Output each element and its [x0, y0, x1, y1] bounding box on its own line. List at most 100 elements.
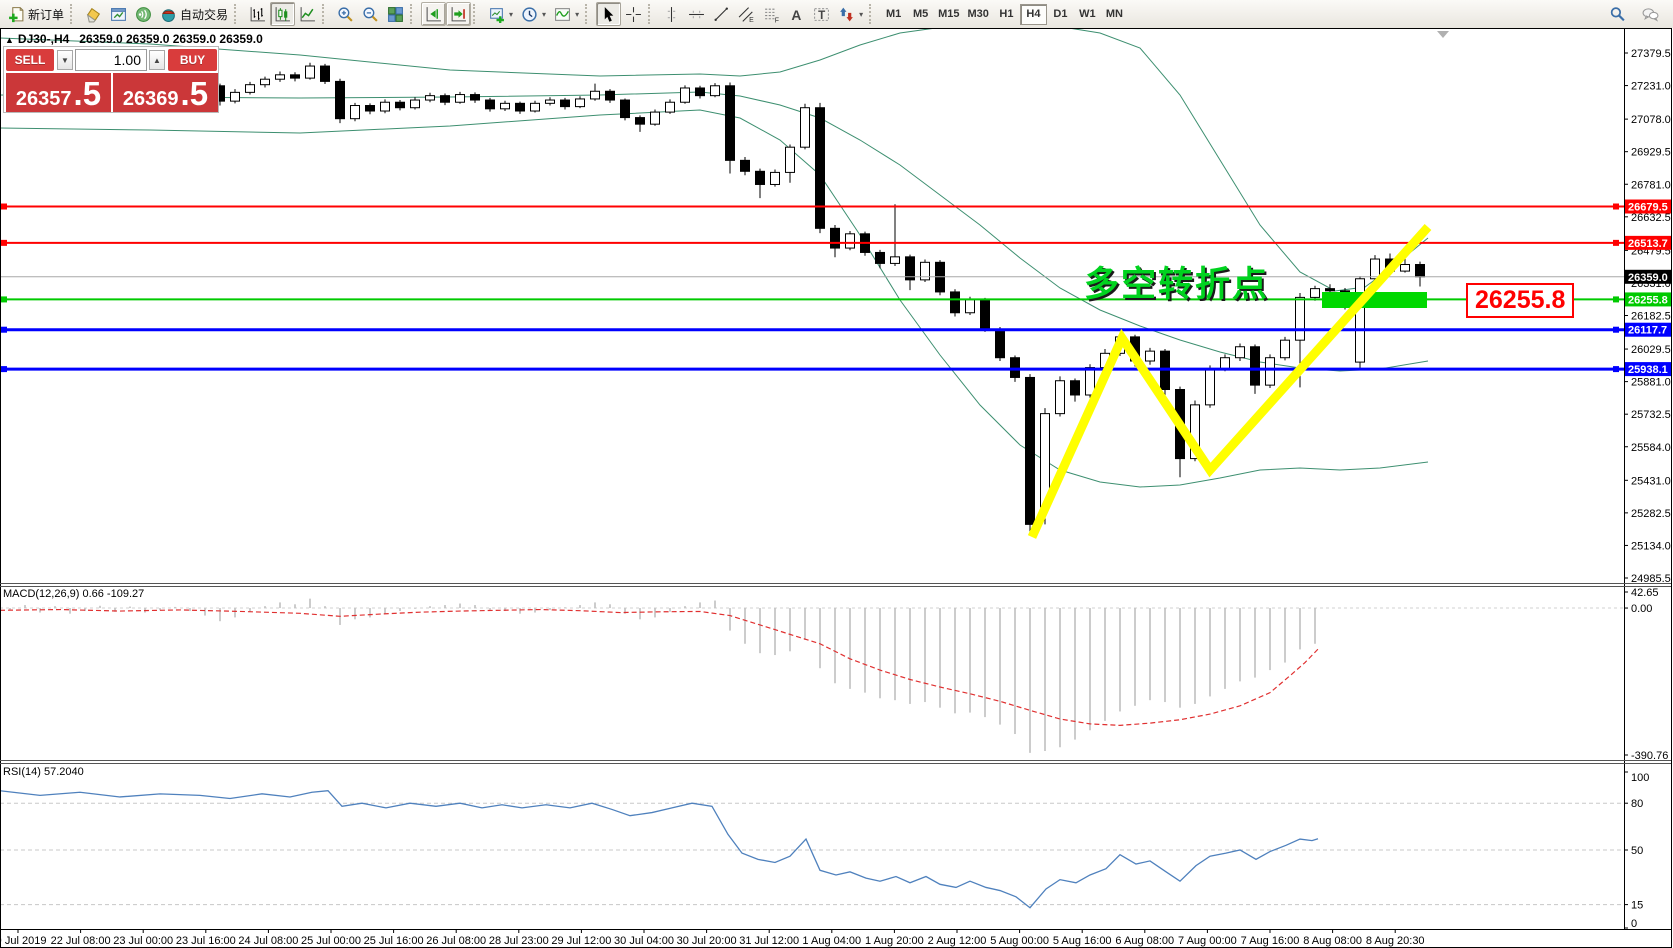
shapes-icon [838, 6, 855, 23]
candle-bullish [680, 87, 690, 103]
new-chart-button[interactable]: ▾ [484, 2, 517, 26]
candle-bearish [470, 94, 480, 101]
line-handle[interactable] [1, 326, 7, 333]
bar-chart-button[interactable] [245, 2, 270, 26]
chat-icon [1642, 6, 1659, 23]
line-handle[interactable] [1, 366, 7, 373]
candle-bullish [800, 107, 810, 148]
volume-input[interactable]: 1.00 [75, 49, 147, 71]
line-handle[interactable] [1613, 239, 1619, 246]
vertical-line-button[interactable] [659, 2, 684, 26]
shift-end-button[interactable] [421, 2, 447, 26]
text-button[interactable]: A [784, 2, 809, 26]
timeframe-m5-button[interactable]: M5 [912, 8, 929, 20]
candle-bearish [995, 328, 1005, 359]
shapes-button[interactable]: ▾ [834, 2, 867, 26]
indicators-button[interactable]: ▾ [550, 2, 583, 26]
price-marker-badge [1625, 199, 1671, 214]
time-label: 2 Aug 12:00 [928, 935, 987, 947]
new-order-button[interactable]: 新订单 [4, 2, 68, 26]
sell-button[interactable]: SELL [6, 49, 54, 71]
volume-increase-button[interactable]: ▲ [149, 50, 165, 70]
candle-bearish [440, 95, 450, 103]
time-label: 26 Jul 08:00 [426, 935, 486, 947]
chart-window-icon [110, 6, 127, 23]
line-handle[interactable] [1613, 326, 1619, 333]
macd-axis-label: -390.76 [1631, 750, 1668, 762]
candle-bearish [815, 107, 825, 229]
scroll-to-end-marker[interactable] [1437, 31, 1449, 38]
candle-bullish [1280, 339, 1290, 359]
volume-decrease-button[interactable]: ▼ [57, 50, 73, 70]
candle-bullish [425, 95, 435, 101]
line-handle[interactable] [1, 239, 7, 246]
candle-bullish [1190, 404, 1200, 460]
timeframe-m30-button[interactable]: M30 [967, 8, 989, 20]
timeframe-d1-button[interactable]: D1 [1053, 8, 1068, 20]
channel-button[interactable]: E [734, 2, 759, 26]
price-tick-label: 26029.5 [1631, 344, 1671, 356]
line-handle[interactable] [1613, 203, 1619, 210]
signal-button[interactable] [131, 2, 156, 26]
candle-bearish [725, 85, 735, 161]
time-label: 8 Aug 08:00 [1303, 935, 1362, 947]
candlestick-button[interactable] [270, 2, 296, 26]
chat-button[interactable] [1638, 2, 1663, 26]
toolbar-separator [70, 4, 77, 24]
period-button[interactable]: ▾ [517, 2, 550, 26]
trendline-button[interactable] [709, 2, 734, 26]
line-handle[interactable] [1613, 296, 1619, 303]
green-rectangle-object[interactable] [1322, 292, 1427, 308]
chevron-down-icon[interactable]: ▾ [859, 9, 864, 19]
price-marker-label: 26513.7 [1628, 238, 1668, 250]
timeframe-mn-button[interactable]: MN [1105, 8, 1123, 20]
buy-price[interactable]: 26369 .5 [113, 73, 218, 112]
price-tag-label[interactable]: 26255.8 [1466, 283, 1575, 318]
tile-windows-button[interactable] [383, 2, 408, 26]
signal-icon [135, 6, 152, 23]
crosshair-button[interactable] [621, 2, 646, 26]
auto-scroll-button[interactable] [446, 2, 472, 26]
zoom-out-button[interactable] [358, 2, 383, 26]
price-tick-label: 25584.0 [1631, 442, 1671, 454]
fibonacci-button[interactable]: F [759, 2, 784, 26]
candle-bullish [1055, 380, 1065, 415]
line-handle[interactable] [1613, 366, 1619, 373]
chevron-down-icon[interactable]: ▾ [575, 9, 580, 19]
autotrade-button[interactable]: 自动交易 [156, 2, 232, 26]
sell-price-main: 26357 [15, 88, 72, 110]
chevron-down-icon[interactable]: ▾ [542, 9, 547, 19]
sell-price[interactable]: 26357 .5 [6, 73, 111, 112]
cursor-button[interactable] [596, 2, 622, 26]
text-label-button[interactable]: T [809, 2, 834, 26]
timeframe-w1-button[interactable]: W1 [1079, 8, 1096, 20]
time-label: 28 Jul 23:00 [489, 935, 549, 947]
buy-button[interactable]: BUY [168, 49, 217, 71]
chevron-down-icon[interactable]: ▾ [509, 9, 514, 19]
chart-window-button[interactable] [106, 2, 131, 26]
line-handle[interactable] [1, 203, 7, 210]
eraser-button[interactable] [81, 2, 106, 26]
price-marker-badge [1625, 362, 1671, 377]
autotrade-label: 自动交易 [180, 7, 229, 22]
rsi-axis-label: 80 [1631, 798, 1643, 810]
toolbar-separator [322, 4, 329, 24]
sell-price-pips: .5 [73, 75, 102, 112]
horizontal-line-button[interactable] [684, 2, 709, 26]
price-tick-label: 26781.0 [1631, 179, 1671, 191]
trend-zigzag-object[interactable] [1027, 223, 1432, 539]
timeframe-h4-button[interactable]: H4 [1019, 3, 1047, 25]
candle-bullish [380, 101, 390, 112]
zoom-in-button[interactable] [333, 2, 358, 26]
line-chart-button[interactable] [295, 2, 320, 26]
price-marker-label: 26679.5 [1628, 202, 1668, 214]
timeframe-m15-button[interactable]: M15 [938, 8, 960, 20]
text-annotation[interactable]: 多空转折点 [1084, 265, 1270, 304]
toolbar: 新订单 自动交易 ▾ ▾ ▾ E F A T ▾ M1 M5 M15 M30 H1 H4 D1 W1 MN [0, 0, 1673, 28]
timeframe-m1-button[interactable]: M1 [885, 8, 902, 20]
timeframe-h1-button[interactable]: H1 [999, 8, 1014, 20]
collapse-panel-icon[interactable]: ▲ [5, 35, 14, 45]
line-handle[interactable] [1, 296, 7, 303]
search-button[interactable] [1605, 2, 1630, 26]
